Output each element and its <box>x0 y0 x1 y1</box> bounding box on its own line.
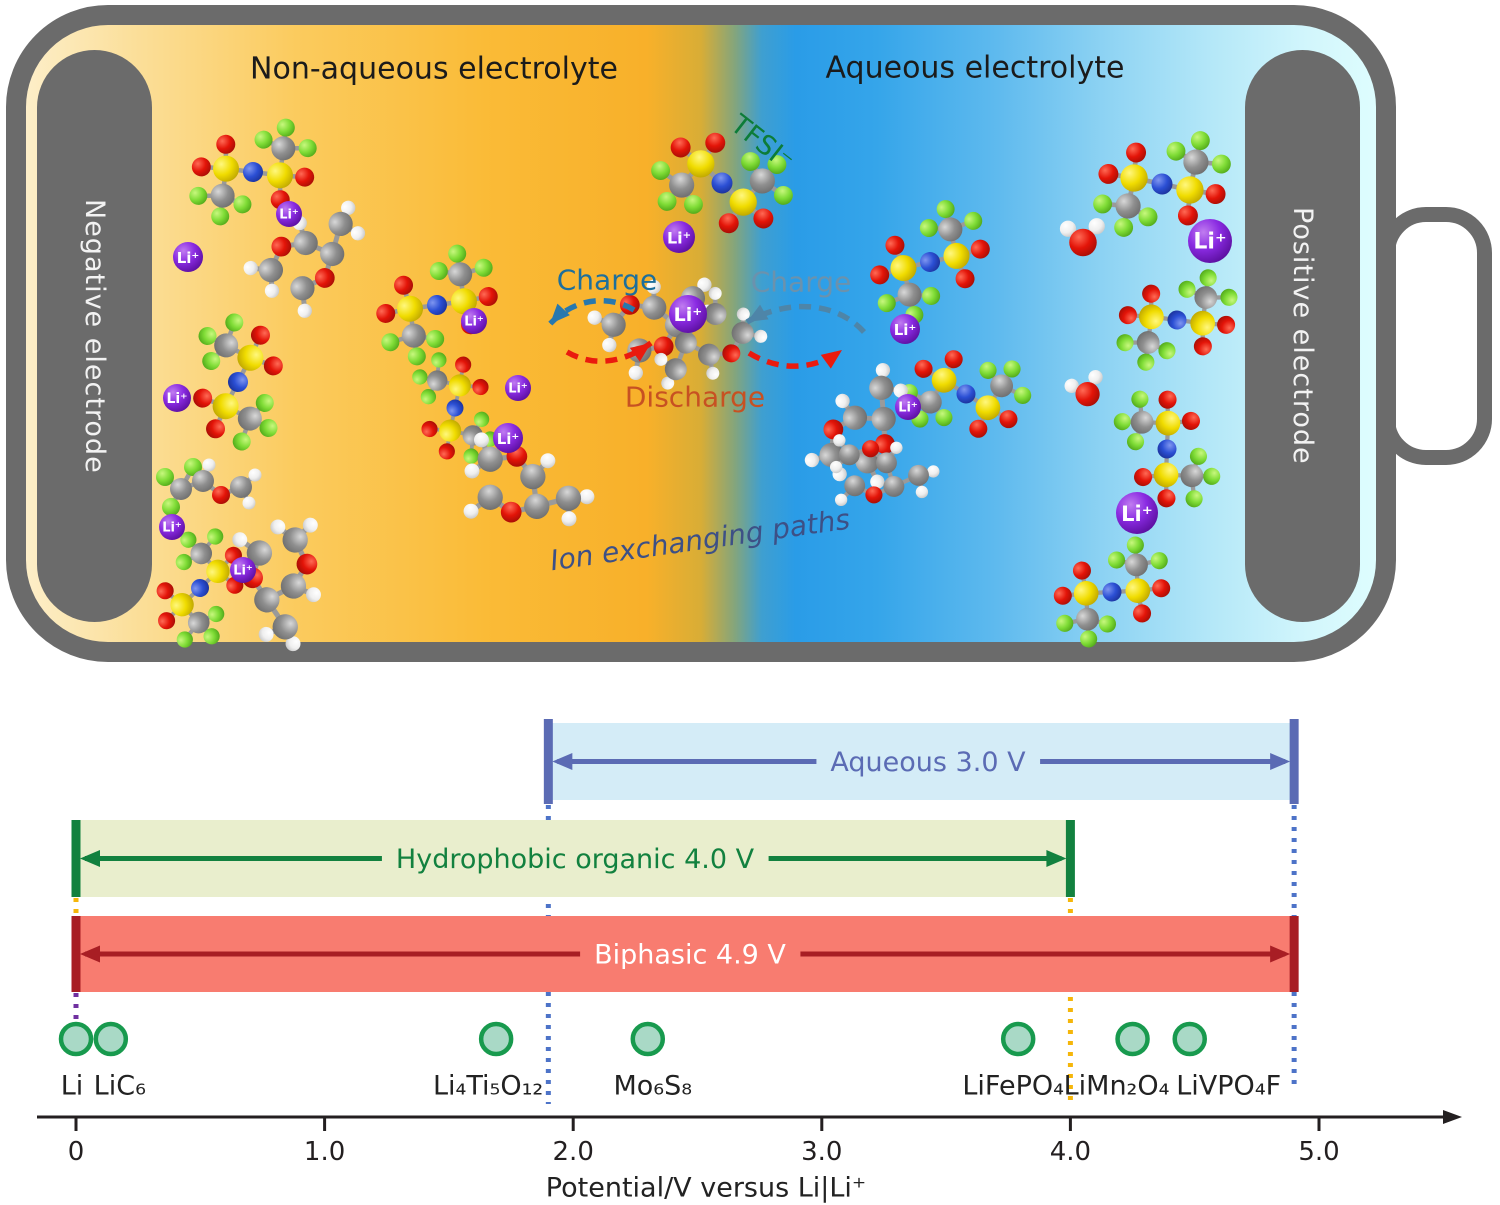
range-cap-start <box>71 820 81 897</box>
electrode-marker-2 <box>478 1021 514 1057</box>
battery-cell-body <box>6 5 1396 662</box>
axis-tick-label-4: 4.0 <box>1050 1137 1091 1167</box>
axis-arrowhead <box>1443 1110 1462 1124</box>
electrode-marker-3 <box>630 1021 666 1057</box>
axis-tick-label-3: 3.0 <box>801 1137 842 1167</box>
range-cap-start <box>71 916 81 992</box>
axis-tick-label-5: 5.0 <box>1298 1137 1339 1167</box>
electrode-label-4: LiFePO₄ <box>962 1071 1064 1102</box>
electrode-marker-1 <box>93 1021 129 1057</box>
potential-axis: 0 1.0 2.0 3.0 4.0 5.0 Potential/V versus Li|Li… <box>37 1110 1462 1204</box>
non-aqueous-electrolyte-label: Non-aqueous electrolyte <box>250 51 618 87</box>
positive-electrode-label: Positive electrode <box>1287 207 1318 465</box>
axis-tick-label-2: 2.0 <box>553 1137 594 1167</box>
range-cap-end <box>1289 719 1299 804</box>
electrode-marker-4 <box>1000 1021 1036 1057</box>
range-bar-biphasic: Biphasic 4.9 V <box>71 916 1299 992</box>
range-cap-start <box>543 719 553 804</box>
electrode-label-0: Li <box>61 1071 84 1102</box>
battery-terminal-tab <box>1380 207 1492 465</box>
electrode-marker-5 <box>1115 1021 1150 1057</box>
aqueous-electrolyte-label: Aqueous electrolyte <box>825 50 1125 86</box>
electrode-label-5: LiMn₂O₄ <box>1064 1071 1170 1102</box>
discharge-label: Discharge <box>624 380 766 414</box>
dotted-guide-lines <box>73 805 1297 1104</box>
range-label-biphasic: Biphasic 4.9 V <box>594 940 786 971</box>
range-bar-aqueous: Aqueous 3.0 V <box>543 719 1299 804</box>
electrode-label-6: LiVPO₄F <box>1176 1071 1281 1102</box>
range-label-aqueous: Aqueous 3.0 V <box>830 747 1026 778</box>
axis-title: Potential/V versus Li|Li⁺ <box>546 1173 866 1204</box>
axis-tick-label-1: 1.0 <box>304 1137 345 1167</box>
negative-electrode: Negative electrode <box>37 50 152 622</box>
charge-label-right: Charge <box>750 265 852 299</box>
electrode-label-1: LiC₆ <box>94 1071 146 1102</box>
range-cap-end <box>1065 820 1075 897</box>
negative-electrode-label: Negative electrode <box>79 198 110 474</box>
axis-tick-label-0: 0 <box>68 1137 85 1167</box>
electrode-markers: Li LiC₆ Li₄Ti₅O₁₂ Mo₆S₈ LiFePO₄ LiMn₂O₄ LiVPO₄… <box>58 1021 1281 1102</box>
range-cap-end <box>1289 916 1299 992</box>
range-label-hydrophobic-organic: Hydrophobic organic 4.0 V <box>396 844 755 875</box>
positive-electrode: Positive electrode <box>1245 50 1360 622</box>
range-bar-hydrophobic-organic: Hydrophobic organic 4.0 V <box>71 820 1075 897</box>
electrode-marker-6 <box>1172 1021 1207 1057</box>
charge-label-left: Charge <box>556 263 658 297</box>
electrode-label-2: Li₄Ti₅O₁₂ <box>433 1071 543 1102</box>
electrode-marker-0 <box>58 1021 94 1057</box>
electrode-label-3: Mo₆S₈ <box>613 1071 692 1102</box>
